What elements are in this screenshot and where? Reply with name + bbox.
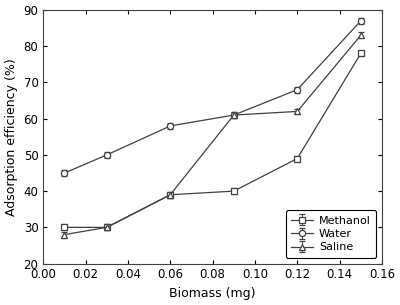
X-axis label: Biomass (mg): Biomass (mg) xyxy=(169,287,256,300)
Legend: Methanol, Water, Saline: Methanol, Water, Saline xyxy=(286,210,376,258)
Y-axis label: Adsorption efficiency (%): Adsorption efficiency (%) xyxy=(5,58,18,216)
